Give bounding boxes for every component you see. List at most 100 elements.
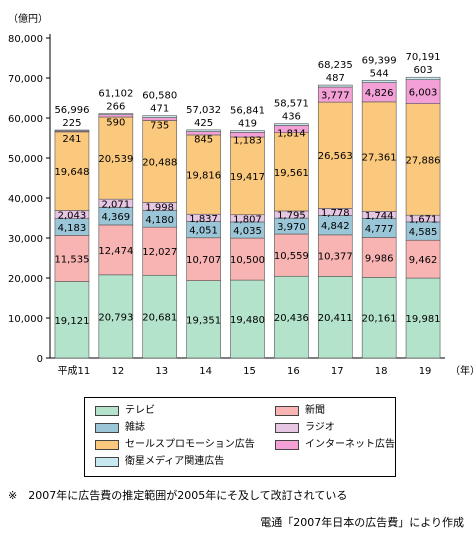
total-label: 68,235 bbox=[318, 60, 353, 71]
x-tick-label: 14 bbox=[199, 366, 212, 377]
total-label: 61,102 bbox=[98, 89, 133, 100]
total-label: 60,580 bbox=[142, 91, 177, 102]
y-tick-label: 40,000 bbox=[8, 194, 43, 205]
bar-segment bbox=[98, 116, 134, 200]
data-label: 4,369 bbox=[102, 212, 131, 223]
data-label: 4,183 bbox=[58, 223, 87, 234]
legend-label: 新聞 bbox=[305, 405, 325, 416]
legend-label: インターネット広告 bbox=[305, 439, 395, 450]
data-label: 419 bbox=[238, 119, 257, 130]
data-label: 10,377 bbox=[318, 252, 353, 263]
x-tick-label: 16 bbox=[287, 366, 300, 377]
data-label: 10,559 bbox=[274, 251, 309, 262]
bar-segment bbox=[361, 277, 397, 359]
data-label: 241 bbox=[62, 134, 81, 145]
data-label: 9,462 bbox=[409, 255, 438, 266]
legend-label: 雑誌 bbox=[125, 422, 145, 433]
legend-label: ラジオ bbox=[305, 422, 335, 433]
data-label: 20,436 bbox=[274, 313, 309, 324]
data-label: 19,648 bbox=[54, 167, 89, 178]
bar-segment bbox=[317, 234, 353, 277]
bar-segment bbox=[317, 101, 353, 209]
data-label: 1,807 bbox=[233, 214, 262, 225]
data-label: 19,561 bbox=[274, 168, 309, 179]
data-label: 19,121 bbox=[54, 316, 89, 327]
bar-segment bbox=[54, 131, 90, 211]
y-tick-label: 80,000 bbox=[8, 34, 43, 45]
y-tick-label: 70,000 bbox=[8, 74, 43, 85]
total-label: 57,032 bbox=[186, 105, 221, 116]
data-label: 225 bbox=[62, 118, 81, 129]
total-label: 70,191 bbox=[406, 52, 441, 63]
data-label: 20,488 bbox=[142, 157, 177, 168]
bar-segment bbox=[405, 76, 441, 80]
bar-segment bbox=[405, 103, 441, 216]
data-label: 20,681 bbox=[142, 313, 177, 324]
data-label: 487 bbox=[326, 73, 345, 84]
data-label: 436 bbox=[282, 112, 301, 123]
data-label: 1,744 bbox=[365, 211, 394, 222]
bar-segment bbox=[186, 134, 221, 215]
data-label: 12,474 bbox=[98, 246, 133, 257]
data-label: 1,795 bbox=[277, 211, 306, 222]
data-label: 1,998 bbox=[145, 202, 174, 213]
bar-segment bbox=[54, 235, 90, 282]
y-tick-label: 50,000 bbox=[8, 154, 43, 165]
data-label: 10,707 bbox=[186, 255, 221, 266]
data-label: 2,043 bbox=[58, 211, 87, 222]
x-tick-label: 19 bbox=[419, 366, 432, 377]
legend-swatch bbox=[275, 423, 299, 433]
data-label: 20,539 bbox=[98, 154, 133, 165]
data-label: 9,986 bbox=[365, 253, 394, 264]
bar-segment bbox=[317, 84, 353, 88]
bar-segment bbox=[361, 101, 397, 212]
bar-segment bbox=[98, 113, 134, 115]
data-label: 19,351 bbox=[186, 315, 221, 326]
x-tick-label: 17 bbox=[331, 366, 344, 377]
bar-segment bbox=[98, 274, 134, 359]
data-label: 590 bbox=[106, 118, 125, 129]
bar-segment bbox=[230, 237, 265, 281]
legend-swatch bbox=[95, 423, 119, 433]
data-label: 19,417 bbox=[230, 172, 265, 183]
x-axis-label: （年） bbox=[450, 364, 476, 377]
legend-swatch bbox=[275, 406, 299, 416]
data-label: 266 bbox=[106, 102, 125, 113]
x-tick-label: 18 bbox=[375, 366, 388, 377]
legend-label: テレビ bbox=[125, 405, 155, 416]
legend: テレビ 新聞 雑誌 ラジオ セールスプロモーション広告 インターネット広告 衛星メディア関連… bbox=[84, 397, 396, 477]
y-unit-label: （億円） bbox=[8, 12, 48, 25]
data-label: 4,826 bbox=[365, 88, 394, 99]
bar-segment bbox=[361, 80, 397, 83]
total-label: 69,399 bbox=[362, 55, 397, 66]
y-tick-label: 0 bbox=[37, 354, 43, 365]
legend-swatch bbox=[95, 440, 119, 450]
data-label: 19,981 bbox=[406, 314, 441, 325]
data-label: 20,793 bbox=[98, 312, 133, 323]
bar-segment bbox=[274, 132, 309, 212]
data-label: 4,777 bbox=[365, 224, 394, 235]
total-label: 56,996 bbox=[54, 105, 89, 116]
legend-label: セールスプロモーション広告 bbox=[125, 439, 255, 450]
data-label: 1,183 bbox=[233, 135, 262, 146]
data-label: 19,480 bbox=[230, 315, 265, 326]
y-tick-label: 60,000 bbox=[8, 114, 43, 125]
total-label: 56,841 bbox=[230, 106, 265, 117]
stacked-bar-chart: 0 10,000 20,000 30,000 40,000 50,000 60,000 70,… bbox=[8, 12, 476, 377]
bar-segment bbox=[274, 275, 309, 359]
footnote: ※ 2007年に広告費の推定範囲が2005年にそ及して改訂されている bbox=[8, 489, 348, 502]
bar-segment bbox=[186, 237, 221, 281]
legend-swatch bbox=[95, 457, 119, 467]
bar-segment bbox=[405, 239, 441, 279]
data-label: 4,585 bbox=[409, 227, 438, 238]
bar-segment bbox=[230, 136, 265, 216]
bar-segment bbox=[142, 274, 178, 359]
bar-segment bbox=[142, 226, 178, 276]
bar-segment bbox=[230, 130, 265, 133]
bar-segment bbox=[54, 281, 90, 359]
data-label: 735 bbox=[150, 121, 169, 132]
bar-segment bbox=[142, 120, 178, 203]
data-label: 1,814 bbox=[277, 128, 306, 139]
data-label: 10,500 bbox=[230, 255, 265, 266]
